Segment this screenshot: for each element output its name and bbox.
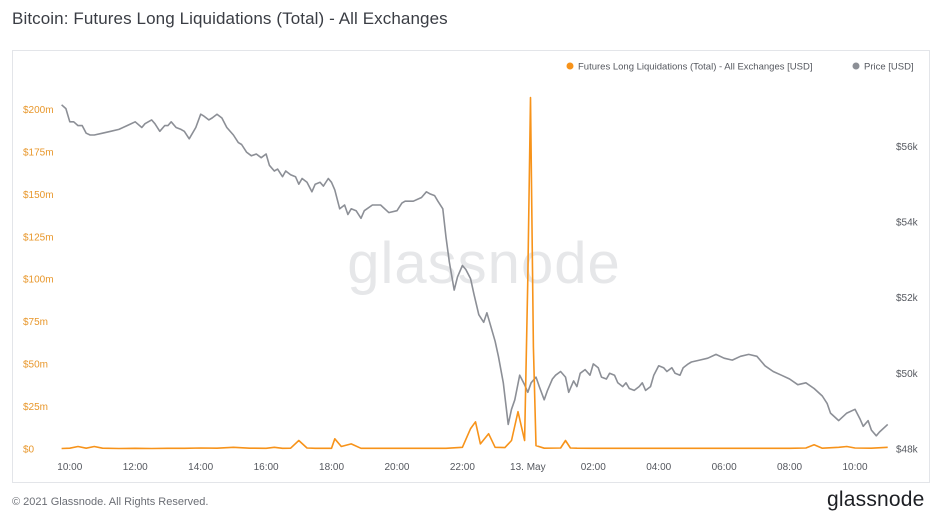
y-right-tick-label: $56k	[896, 142, 919, 153]
x-tick-label: 20:00	[384, 462, 409, 473]
y-left-tick-label: $150m	[23, 190, 54, 201]
series-line-price	[61, 104, 889, 437]
x-tick-label: 14:00	[188, 462, 213, 473]
y-right-tick-label: $50k	[896, 369, 919, 380]
y-left-tick-label: $200m	[23, 105, 54, 116]
legend-label-price: Price [USD]	[864, 62, 914, 73]
x-tick-label: 10:00	[842, 462, 867, 473]
x-tick-label: 06:00	[712, 462, 737, 473]
x-tick-label: 22:00	[450, 462, 475, 473]
x-tick-label: 16:00	[254, 462, 279, 473]
y-left-tick-label: $75m	[23, 317, 48, 328]
x-tick-label: 18:00	[319, 462, 344, 473]
y-left-tick-label: $0	[23, 445, 35, 456]
y-left-tick-label: $50m	[23, 360, 48, 371]
legend-marker-price	[852, 62, 860, 70]
legend-marker-liquidations	[566, 62, 574, 70]
chart-canvas: glassnode Futures Long Liquidations (Tota…	[23, 62, 919, 474]
x-tick-label: 04:00	[646, 462, 671, 473]
y-left-tick-label: $100m	[23, 275, 54, 286]
x-tick-label: 10:00	[57, 462, 82, 473]
x-tick-label: 13. May	[510, 462, 546, 473]
y-right-tick-label: $48k	[896, 445, 919, 456]
x-tick-label: 12:00	[123, 462, 148, 473]
chart-panel: glassnode Futures Long Liquidations (Tota…	[12, 50, 930, 483]
x-tick-label: 02:00	[581, 462, 606, 473]
page-title: Bitcoin: Futures Long Liquidations (Tota…	[12, 9, 448, 28]
y-left-tick-label: $25m	[23, 402, 48, 413]
copyright-text: © 2021 Glassnode. All Rights Reserved.	[12, 496, 209, 508]
y-right-tick-label: $54k	[896, 218, 919, 229]
y-left-tick-label: $125m	[23, 232, 54, 243]
watermark-text: glassnode	[347, 231, 620, 296]
series-line-liquidations	[61, 96, 888, 450]
x-tick-label: 08:00	[777, 462, 802, 473]
brand-logo: glassnode	[827, 488, 925, 511]
y-right-tick-label: $52k	[896, 293, 919, 304]
y-left-tick-label: $175m	[23, 147, 54, 158]
legend-label-liquidations: Futures Long Liquidations (Total) - All …	[578, 62, 812, 73]
